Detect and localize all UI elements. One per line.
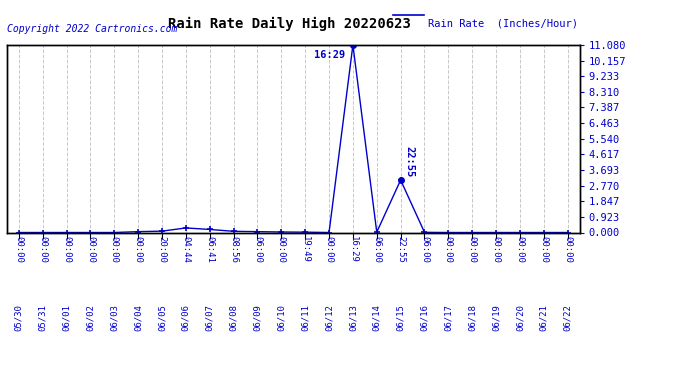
Text: 05/30: 05/30 xyxy=(14,304,23,331)
Text: 22:55: 22:55 xyxy=(396,236,405,263)
Text: 06/05: 06/05 xyxy=(157,304,166,331)
Text: 06/13: 06/13 xyxy=(348,304,357,331)
Text: 06/07: 06/07 xyxy=(205,304,214,331)
Text: 08:56: 08:56 xyxy=(229,236,238,263)
Text: 06/12: 06/12 xyxy=(324,304,333,331)
Text: 00:00: 00:00 xyxy=(14,236,23,263)
Text: 06/04: 06/04 xyxy=(134,304,143,331)
Text: 06/03: 06/03 xyxy=(110,304,119,331)
Text: 06/18: 06/18 xyxy=(468,304,477,331)
Text: 16:29: 16:29 xyxy=(348,236,357,263)
Text: 00:00: 00:00 xyxy=(563,236,572,263)
Text: 00:00: 00:00 xyxy=(277,236,286,263)
Text: 00:00: 00:00 xyxy=(134,236,143,263)
Text: 06/14: 06/14 xyxy=(373,304,382,331)
Text: 06/09: 06/09 xyxy=(253,304,262,331)
Text: 00:00: 00:00 xyxy=(491,236,500,263)
Text: 20:00: 20:00 xyxy=(157,236,166,263)
Text: 22:55: 22:55 xyxy=(404,146,414,177)
Text: 00:00: 00:00 xyxy=(444,236,453,263)
Text: 04:44: 04:44 xyxy=(181,236,190,263)
Text: 06/22: 06/22 xyxy=(563,304,572,331)
Text: 06:41: 06:41 xyxy=(205,236,214,263)
Text: 16:29: 16:29 xyxy=(315,50,346,60)
Text: Rain Rate  (Inches/Hour): Rain Rate (Inches/Hour) xyxy=(428,18,578,28)
Text: 00:00: 00:00 xyxy=(38,236,47,263)
Text: 06/16: 06/16 xyxy=(420,304,429,331)
Text: 06/10: 06/10 xyxy=(277,304,286,331)
Text: 06:00: 06:00 xyxy=(253,236,262,263)
Text: 06/15: 06/15 xyxy=(396,304,405,331)
Text: 06/08: 06/08 xyxy=(229,304,238,331)
Text: 06:00: 06:00 xyxy=(420,236,429,263)
Text: 00:00: 00:00 xyxy=(62,236,71,263)
Text: 00:00: 00:00 xyxy=(515,236,524,263)
Text: 00:00: 00:00 xyxy=(110,236,119,263)
Text: 00:00: 00:00 xyxy=(540,236,549,263)
Text: 00:00: 00:00 xyxy=(86,236,95,263)
Text: 06/01: 06/01 xyxy=(62,304,71,331)
Text: 06/02: 06/02 xyxy=(86,304,95,331)
Text: 19:49: 19:49 xyxy=(301,236,310,263)
Text: Rain Rate Daily High 20220623: Rain Rate Daily High 20220623 xyxy=(168,17,411,31)
Text: 06/20: 06/20 xyxy=(515,304,524,331)
Text: 06/19: 06/19 xyxy=(491,304,500,331)
Text: 06/17: 06/17 xyxy=(444,304,453,331)
Text: 06:00: 06:00 xyxy=(373,236,382,263)
Text: Copyright 2022 Cartronics.com: Copyright 2022 Cartronics.com xyxy=(7,24,177,34)
Text: 06/06: 06/06 xyxy=(181,304,190,331)
Text: 00:00: 00:00 xyxy=(324,236,333,263)
Text: 06/11: 06/11 xyxy=(301,304,310,331)
Text: 05/31: 05/31 xyxy=(38,304,47,331)
Text: 00:00: 00:00 xyxy=(468,236,477,263)
Text: 06/21: 06/21 xyxy=(540,304,549,331)
